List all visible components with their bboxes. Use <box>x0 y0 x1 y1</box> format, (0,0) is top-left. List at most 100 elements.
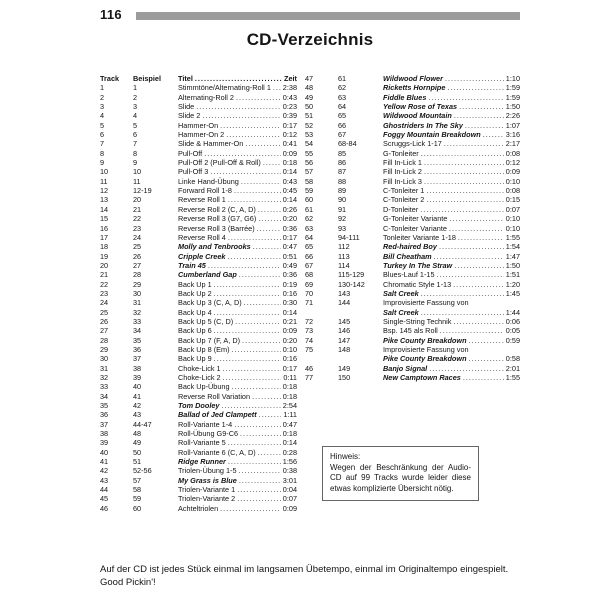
time-value: 3:01 <box>282 475 297 485</box>
title-text: Fiddle Blues <box>383 92 427 102</box>
dot-leader <box>232 382 281 391</box>
track-number: 36 <box>100 410 109 420</box>
title-text: D-Tonleiter <box>383 204 419 214</box>
dot-leader <box>259 410 282 419</box>
time-value: 0:20 <box>282 214 297 224</box>
track-number: 57 <box>305 167 314 177</box>
title-text: Turkey In The Straw <box>383 260 453 270</box>
time-value: 0:43 <box>282 176 297 186</box>
title-cell: Back Up 5 (C, D) 0:21 <box>178 317 297 326</box>
title-cell: Reverse Roll 3 (G7, G6) 0:20 <box>178 214 297 223</box>
track-number: 74 <box>305 335 314 345</box>
time-value: 0:58 <box>505 354 520 364</box>
title-text: Reverse Roll 4 <box>178 232 226 242</box>
time-value: 0:38 <box>282 466 297 476</box>
dot-leader <box>228 457 281 466</box>
table-row: 1 1 Stimmtöne/Alternating-Roll 1 2:38 <box>100 83 297 92</box>
beispiel-number: 113 <box>338 251 350 261</box>
track-number: 15 <box>100 214 109 224</box>
beispiel-number: 5 <box>133 120 138 130</box>
beispiel-number: 114 <box>338 260 350 270</box>
beispiel-number: 39 <box>133 373 142 382</box>
dot-leader <box>223 373 282 382</box>
dot-leader <box>234 186 281 195</box>
time-value: 0:43 <box>282 92 297 102</box>
title-text: Cripple Creek <box>178 251 226 261</box>
time-value: 2:26 <box>505 111 520 121</box>
title-cell: Blues-Lauf 1-15 1:51 <box>383 270 520 279</box>
time-value: 0:17 <box>282 232 297 242</box>
title-text: Stimmtöne/Alternating-Roll 1 <box>178 83 271 93</box>
beispiel-number: 24 <box>133 232 142 242</box>
table-row: 10 10 Pull-Off 3 0:14 <box>100 167 297 176</box>
table-row: 26 33 Back Up 5 (C, D) 0:21 <box>100 317 297 326</box>
table-row: 77 150 New Camptown Races 1:55 <box>305 373 520 382</box>
beispiel-number: 150 <box>338 373 351 382</box>
dot-leader <box>469 354 504 363</box>
title-cell: Reverse Roll 1 0:14 <box>178 195 297 204</box>
time-value: 1:10 <box>505 74 520 83</box>
track-number: 26 <box>100 316 109 326</box>
table-row: 66 113 Bill Cheatham 1:47 <box>305 252 520 261</box>
title-cell: Back Up 4 0:14 <box>178 308 297 317</box>
dot-leader <box>220 504 281 513</box>
track-number: 67 <box>305 260 314 270</box>
track-number: 73 <box>305 326 314 336</box>
title-cell: Pike County Breakdown 0:59 <box>383 336 520 345</box>
title-text: Ridge Runner <box>178 457 226 467</box>
title-text: Cumberland Gap <box>178 270 237 280</box>
dot-leader <box>421 308 504 317</box>
table-row: 70 143 Salt Creek 1:45 <box>305 289 520 298</box>
beispiel-number <box>338 354 383 363</box>
title-text: Reverse Roll 1 <box>178 195 226 205</box>
hinweis-title: Hinweis: <box>330 452 361 461</box>
table-row: 23 30 Back Up 2 0:16 <box>100 289 297 298</box>
time-value: 0:14 <box>282 167 297 177</box>
title-cell: C-Tonleiter 1 0:08 <box>383 186 520 195</box>
time-value: 0:11 <box>283 373 297 382</box>
track-number: 41 <box>100 457 109 467</box>
track-number: 60 <box>305 195 314 205</box>
track-number: 50 <box>305 102 314 112</box>
time-value: 0:09 <box>282 326 297 336</box>
time-value: 1:07 <box>505 120 520 130</box>
title-cell: Back Up 2 0:16 <box>178 289 297 298</box>
dot-leader <box>214 308 281 317</box>
title-text: Banjo Signal <box>383 363 428 373</box>
track-number: 65 <box>305 242 314 252</box>
title-text: Triolen-Variante 1 <box>178 485 236 495</box>
title-cell: Yellow Rose of Texas 1:50 <box>383 102 520 111</box>
time-value: 0:15 <box>505 195 520 205</box>
dot-leader <box>453 280 504 289</box>
track-number: 2 <box>100 92 105 102</box>
dot-leader <box>232 345 281 354</box>
table-row: 22 29 Back Up 1 0:19 <box>100 280 297 289</box>
track-number: 72 <box>305 316 314 326</box>
title-text: Back Up 7 (F, A, D) <box>178 335 241 345</box>
title-text: Pull-Off <box>178 148 203 158</box>
dot-leader <box>440 326 504 335</box>
beispiel-number <box>338 308 383 317</box>
track-number: 44 <box>100 485 109 495</box>
table-row: 55 85 G-Tonleiter 0:08 <box>305 149 520 158</box>
beispiel-number: 36 <box>133 344 142 354</box>
title-cell: Molly and Tenbrooks 0:47 <box>178 242 297 251</box>
title-cell: Scruggs-Lick 1-17 2:17 <box>383 139 520 148</box>
title-text: C-Tonleiter 2 <box>383 195 425 205</box>
table-row: 21 28 Cumberland Gap 0:36 <box>100 270 297 279</box>
title-text: Wildwood Mountain <box>383 111 452 121</box>
beispiel-number: 63 <box>338 92 347 102</box>
table-row: 71 144 Improvisierte Fassung von <box>305 298 520 307</box>
table-row: 16 23 Reverse Roll 3 (Barrée) 0:36 <box>100 224 297 233</box>
title-cell: Bsp. 145 als Roll 0:05 <box>383 326 520 335</box>
beispiel-number: 12-19 <box>133 186 152 196</box>
left-rows: 1 1 Stimmtöne/Alternating-Roll 1 2:38 2 … <box>100 83 297 513</box>
beispiel-number: 62 <box>338 83 347 93</box>
time-value: 2:54 <box>282 401 297 411</box>
dot-leader <box>447 83 503 92</box>
time-value: 0:07 <box>505 204 520 214</box>
track-number: 28 <box>100 335 109 345</box>
title-text: Improvisierte Fassung von <box>383 344 469 354</box>
title-text: Tom Dooley <box>178 401 220 411</box>
title-cell: Wildwood Flower 1:10 <box>383 74 520 83</box>
